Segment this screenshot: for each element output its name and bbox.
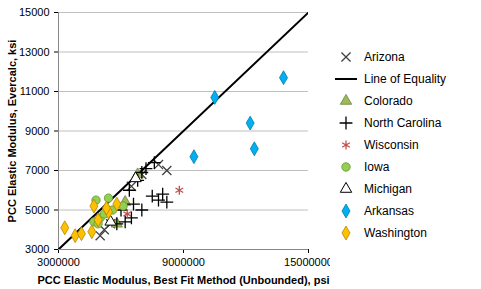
- html-text:Colorado: Colorado: [364, 93, 413, 108]
- svg-text:9000: 9000: [25, 125, 49, 137]
- svg-text:PCC Elastic Modulus, Best Fit: PCC Elastic Modulus, Best Fit Method (Un…: [37, 274, 329, 286]
- svg-text:3000: 3000: [25, 243, 49, 255]
- html-text:Arizona: Arizona: [364, 49, 405, 64]
- html-text:Washington: Washington: [364, 225, 427, 240]
- html-text:Iowa: Iowa: [364, 159, 390, 174]
- svg-text:15000000: 15000000: [284, 256, 330, 268]
- html-text:Line of Equality: Line of Equality: [364, 71, 447, 86]
- svg-text:5000: 5000: [25, 204, 49, 216]
- svg-text:3000000: 3000000: [37, 256, 80, 268]
- html-text:North Carolina: North Carolina: [364, 115, 442, 130]
- svg-text:9000000: 9000000: [162, 256, 205, 268]
- svg-text:7000: 7000: [25, 164, 49, 176]
- svg-text:13000: 13000: [19, 46, 50, 58]
- svg-text:PCC Elastic Modulus, Evercalc,: PCC Elastic Modulus, Evercalc, ksi: [6, 40, 18, 223]
- html-text:Michigan: Michigan: [364, 181, 412, 196]
- html-text:Wisconsin: Wisconsin: [364, 137, 419, 152]
- svg-text:15000: 15000: [19, 6, 50, 18]
- svg-text:11000: 11000: [20, 85, 50, 97]
- html-text:Arkansas: Arkansas: [364, 203, 414, 218]
